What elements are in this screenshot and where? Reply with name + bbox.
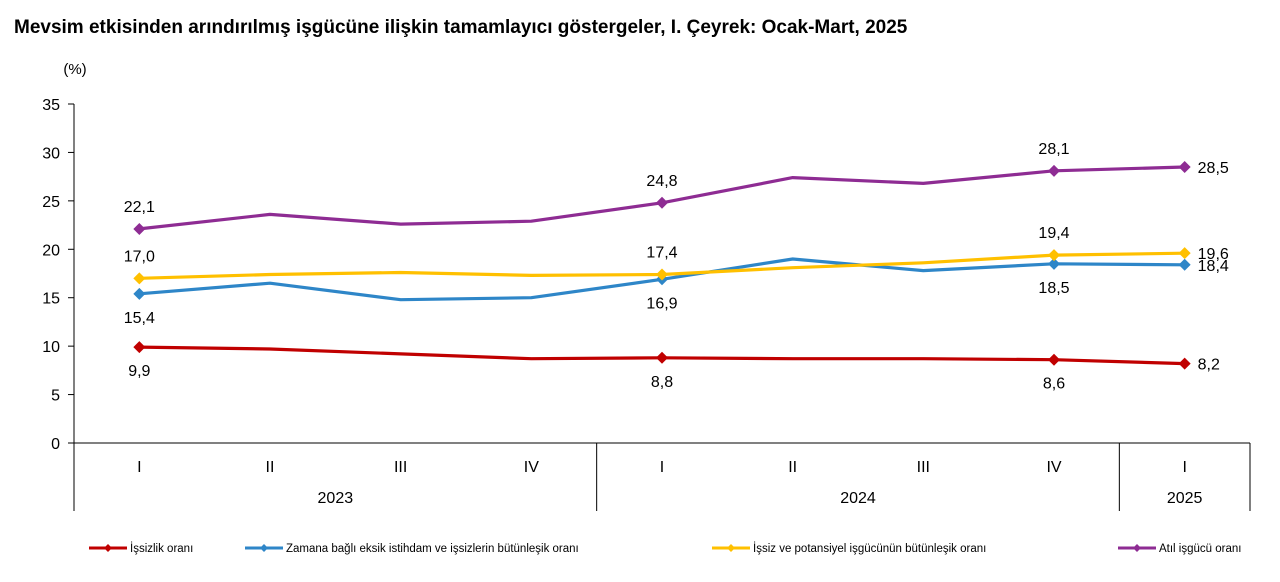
legend-label: İşsiz ve potansiyel işgücünün bütünleşik… [753, 542, 986, 555]
data-label: 18,4 [1198, 258, 1229, 275]
x-tick-label-quarter: IV [524, 459, 539, 476]
x-tick-label-quarter: III [917, 459, 930, 476]
data-point-marker [1178, 247, 1191, 260]
legend-marker-icon [260, 544, 268, 552]
y-tick-label: 10 [42, 339, 60, 356]
x-tick-label-quarter: II [266, 459, 275, 476]
series-group: 15,4 16,9 18,5 18,4 [124, 257, 1229, 327]
legend-item: İşsiz ve potansiyel işgücünün bütünleşik… [712, 542, 986, 555]
y-tick-label: 30 [42, 145, 60, 162]
data-point-marker [1048, 249, 1060, 262]
data-label: 16,9 [646, 295, 677, 312]
legend-item: İşsizlik oranı [89, 542, 193, 555]
data-point-marker [656, 351, 668, 364]
data-point-marker [1048, 164, 1060, 177]
y-axis-label: (%) [63, 61, 86, 78]
data-label: 9,9 [128, 363, 150, 380]
y-tick-label: 35 [42, 97, 60, 114]
x-tick-label-quarter: I [1182, 459, 1186, 476]
data-label: 24,8 [646, 173, 677, 190]
legend-label: Zamana bağlı eksik istihdam ve işsizleri… [286, 543, 579, 555]
legend: İşsizlik oranı Zamana bağlı eksik istihda… [89, 542, 1241, 555]
data-label: 8,8 [651, 374, 673, 391]
x-tick-label-year: 2024 [840, 490, 876, 507]
legend-marker-icon [1133, 544, 1141, 552]
data-label: 28,1 [1038, 141, 1069, 158]
data-label: 22,1 [124, 199, 155, 216]
legend-item: Zamana bağlı eksik istihdam ve işsizleri… [245, 543, 579, 555]
series-group: 9,9 8,8 8,6 8,2 [128, 341, 1220, 393]
x-tick-label-year: 2025 [1167, 490, 1203, 507]
series-layer: 9,9 8,8 8,6 8,2 15,4 16,9 18,5 18,4 17,0 17,4 19,4… [124, 141, 1229, 393]
data-label: 28,5 [1198, 160, 1229, 177]
data-point-marker [1178, 357, 1191, 370]
chart-title: Mevsim etkisinden arındırılmış işgücüne … [14, 17, 908, 38]
legend-label: Atıl işgücü oranı [1159, 543, 1241, 555]
legend-label: İşsizlik oranı [130, 542, 193, 555]
y-tick-label: 25 [42, 194, 60, 211]
y-tick-label: 0 [51, 436, 60, 453]
data-point-marker [133, 272, 146, 285]
y-tick-label: 15 [42, 291, 60, 308]
data-label: 19,6 [1198, 246, 1229, 263]
data-point-marker [1048, 353, 1060, 366]
data-label: 8,6 [1043, 376, 1065, 393]
data-point-marker [133, 341, 146, 354]
series-group: 22,1 24,8 28,1 28,5 [124, 141, 1229, 235]
legend-marker-icon [104, 544, 112, 552]
legend-marker-icon [727, 544, 735, 552]
x-tick-label-quarter: I [137, 459, 141, 476]
x-tick-label-quarter: IV [1046, 459, 1061, 476]
series-group: 17,0 17,4 19,4 19,6 [124, 225, 1229, 285]
x-tick-label-quarter: III [394, 459, 407, 476]
data-label: 17,0 [124, 248, 155, 265]
x-tick-label-quarter: I [660, 459, 664, 476]
data-point-marker [1048, 257, 1060, 270]
data-label: 17,4 [646, 244, 677, 261]
data-point-marker [1178, 160, 1191, 173]
x-tick-label-year: 2023 [318, 490, 354, 507]
x-tick-label-quarter: II [788, 459, 797, 476]
data-point-marker [656, 196, 668, 209]
data-label: 8,2 [1198, 357, 1220, 374]
data-point-marker [656, 268, 668, 281]
data-label: 15,4 [124, 310, 155, 327]
data-point-marker [133, 287, 146, 300]
data-point-marker [1178, 258, 1191, 271]
data-label: 19,4 [1038, 225, 1069, 242]
data-label: 18,5 [1038, 280, 1069, 297]
data-point-marker [133, 222, 146, 235]
y-tick-label: 5 [51, 388, 60, 405]
legend-item: Atıl işgücü oranı [1118, 543, 1241, 555]
y-tick-label: 20 [42, 242, 60, 259]
